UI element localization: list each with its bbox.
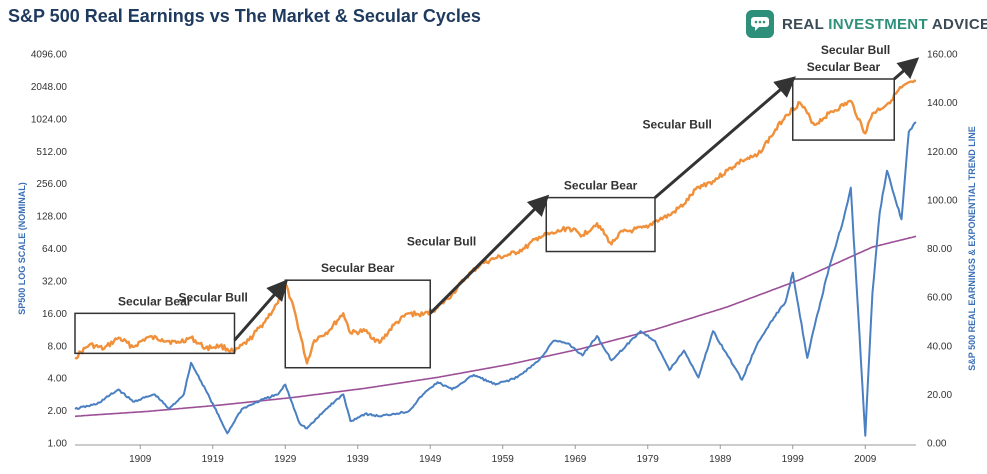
left-tick-label: 16.00 — [42, 309, 67, 320]
secular-bull-label: Secular Bull — [821, 43, 890, 57]
series-path — [74, 235, 917, 418]
brand-name: REAL INVESTMENT ADVICE — [782, 16, 987, 33]
secular-bear-box — [74, 312, 236, 355]
x-tick-label: 1929 — [274, 454, 297, 465]
x-tick-label: 1949 — [419, 454, 442, 465]
series-path — [74, 79, 917, 365]
brand-logo: REAL INVESTMENT ADVICE — [746, 10, 987, 38]
trend-line — [74, 235, 917, 418]
secular-bear-box — [284, 279, 431, 369]
left-tick-label: 4096.00 — [31, 50, 68, 61]
secular-bear-label: Secular Bear — [118, 294, 192, 308]
x-tick-label: 1909 — [129, 454, 152, 465]
secular-bear-box — [792, 78, 895, 141]
secular-bear-label: Secular Bear — [807, 60, 881, 74]
x-tick-label: 1979 — [637, 454, 660, 465]
left-tick-label: 64.00 — [42, 244, 67, 255]
left-tick-label: 2048.00 — [31, 82, 68, 93]
x-tick-label: 1999 — [782, 454, 805, 465]
right-tick-label: 80.00 — [927, 244, 952, 255]
page-title: S&P 500 Real Earnings vs The Market & Se… — [8, 6, 481, 26]
secular-bull-arrow — [654, 76, 796, 199]
secular-bull-label: Secular Bull — [179, 290, 248, 304]
left-axis-title: SP500 LOG SCALE (NOMINAL) — [17, 182, 27, 315]
x-tick-label: 1919 — [202, 454, 225, 465]
secular-bear-box — [545, 196, 656, 253]
right-tick-label: 40.00 — [927, 341, 952, 352]
left-tick-label: 128.00 — [36, 212, 67, 223]
secular-bull-arrow — [429, 194, 550, 315]
right-tick-label: 120.00 — [927, 147, 958, 158]
right-tick-label: 0.00 — [927, 439, 947, 450]
x-tick-label: 1969 — [564, 454, 587, 465]
right-tick-label: 20.00 — [927, 390, 952, 401]
x-tick-label: 1939 — [347, 454, 370, 465]
x-tick-label: 1989 — [709, 454, 732, 465]
brand-name-part3: ADVICE — [927, 15, 987, 33]
secular-bull-label: Secular Bull — [643, 117, 712, 131]
earnings-line — [74, 121, 917, 437]
axes: 1.00 2.00 4.00 8.00 16.00 32.00 64.00 128.00 256… — [17, 50, 977, 466]
left-tick-label: 8.00 — [48, 341, 68, 352]
secular-bull-arrow — [893, 57, 920, 81]
series-path — [74, 121, 917, 437]
left-tick-label: 4.00 — [48, 374, 68, 385]
x-tick-label: 1959 — [492, 454, 515, 465]
brand-chat-icon — [746, 10, 774, 38]
left-tick-label: 32.00 — [42, 276, 67, 287]
right-tick-label: 140.00 — [927, 98, 958, 109]
left-tick-label: 1024.00 — [31, 114, 68, 125]
x-tick-label: 2009 — [854, 454, 877, 465]
right-tick-label: 100.00 — [927, 195, 958, 206]
secular-bear-label: Secular Bear — [564, 179, 638, 193]
secular-bear-label: Secular Bear — [321, 261, 395, 275]
sp500-line — [74, 79, 917, 365]
secular-bull-arrow — [233, 279, 289, 342]
brand-name-part2: INVESTMENT — [828, 15, 928, 33]
secular-bull-label: Secular Bull — [407, 234, 476, 248]
left-tick-label: 2.00 — [48, 406, 68, 417]
left-tick-label: 1.00 — [48, 439, 68, 450]
right-tick-label: 160.00 — [927, 50, 958, 61]
right-axis-title: S&P 500 REAL EARNINGS & EXPONENTIAL TREN… — [967, 126, 977, 371]
brand-name-part1: REAL — [782, 15, 829, 33]
right-tick-label: 60.00 — [927, 293, 952, 304]
left-tick-label: 256.00 — [36, 179, 67, 190]
left-tick-label: 512.00 — [36, 147, 67, 158]
